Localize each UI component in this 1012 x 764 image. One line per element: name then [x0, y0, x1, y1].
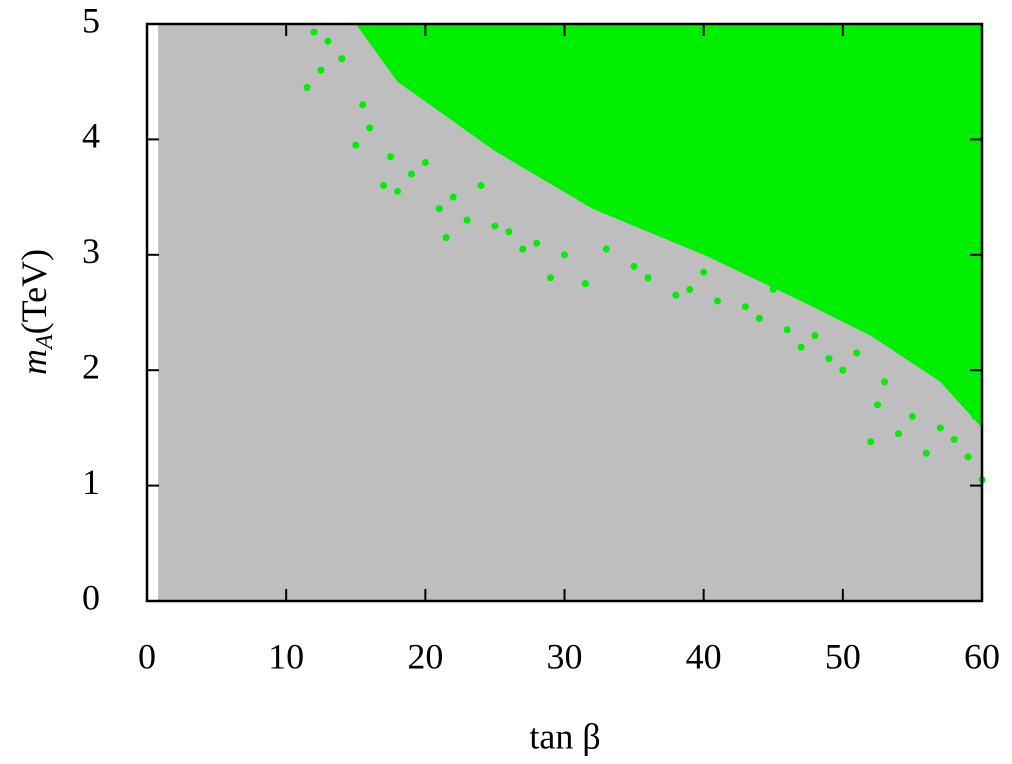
point — [853, 349, 861, 357]
point — [366, 124, 374, 132]
point — [317, 66, 325, 74]
point — [630, 262, 638, 270]
point — [477, 182, 485, 190]
point — [449, 193, 457, 201]
point — [867, 438, 875, 446]
point — [769, 285, 777, 293]
y-tick-label: 5 — [82, 0, 100, 40]
y-tick-label: 2 — [82, 346, 100, 386]
point — [442, 233, 450, 241]
point — [825, 355, 833, 363]
point — [303, 83, 311, 91]
point — [561, 251, 568, 259]
y-axis-label: mA(TeV) — [14, 249, 57, 375]
y-label-main: m — [14, 349, 54, 375]
point — [881, 378, 889, 386]
point — [895, 430, 902, 438]
point — [581, 280, 589, 288]
point — [686, 285, 694, 293]
point — [519, 245, 527, 253]
point — [950, 435, 958, 443]
x-tick-label: 0 — [138, 636, 156, 676]
point — [324, 37, 332, 45]
point — [922, 449, 930, 457]
point — [839, 366, 847, 374]
point — [672, 291, 680, 299]
point — [783, 326, 791, 334]
point — [352, 141, 360, 149]
x-tick-label: 40 — [686, 636, 722, 676]
point — [811, 332, 819, 340]
point — [964, 453, 972, 461]
point — [407, 170, 415, 178]
point — [380, 182, 388, 190]
y-tick-label: 4 — [82, 116, 100, 156]
x-tick-label: 10 — [268, 636, 304, 676]
point — [421, 158, 429, 166]
point — [797, 343, 805, 351]
point — [463, 216, 471, 224]
point — [533, 239, 541, 247]
point — [714, 297, 722, 305]
point — [359, 101, 367, 109]
x-tick-label: 30 — [547, 636, 583, 676]
plot-area — [158, 24, 986, 601]
region — [355, 24, 982, 428]
y-tick-label: 1 — [82, 462, 100, 502]
point — [435, 205, 443, 213]
y-label-sub: A — [32, 334, 58, 351]
y-tick-label: 0 — [82, 577, 100, 617]
point — [741, 303, 749, 311]
point — [874, 401, 882, 409]
point — [644, 274, 652, 282]
point — [908, 412, 916, 420]
x-axis-label: tan β — [529, 716, 600, 756]
point — [394, 187, 401, 195]
point — [755, 314, 763, 322]
x-tick-label: 20 — [407, 636, 443, 676]
point — [310, 28, 318, 36]
y-tick-label: 3 — [82, 231, 100, 271]
point — [505, 228, 513, 236]
point — [602, 245, 610, 253]
point — [936, 424, 944, 432]
point — [547, 274, 555, 282]
point — [387, 153, 395, 161]
point — [971, 412, 979, 420]
point — [338, 55, 346, 63]
x-tick-label: 60 — [964, 636, 1000, 676]
y-label-unit: (TeV) — [14, 249, 54, 334]
point — [700, 268, 708, 276]
point — [491, 222, 499, 230]
x-tick-label: 50 — [825, 636, 861, 676]
